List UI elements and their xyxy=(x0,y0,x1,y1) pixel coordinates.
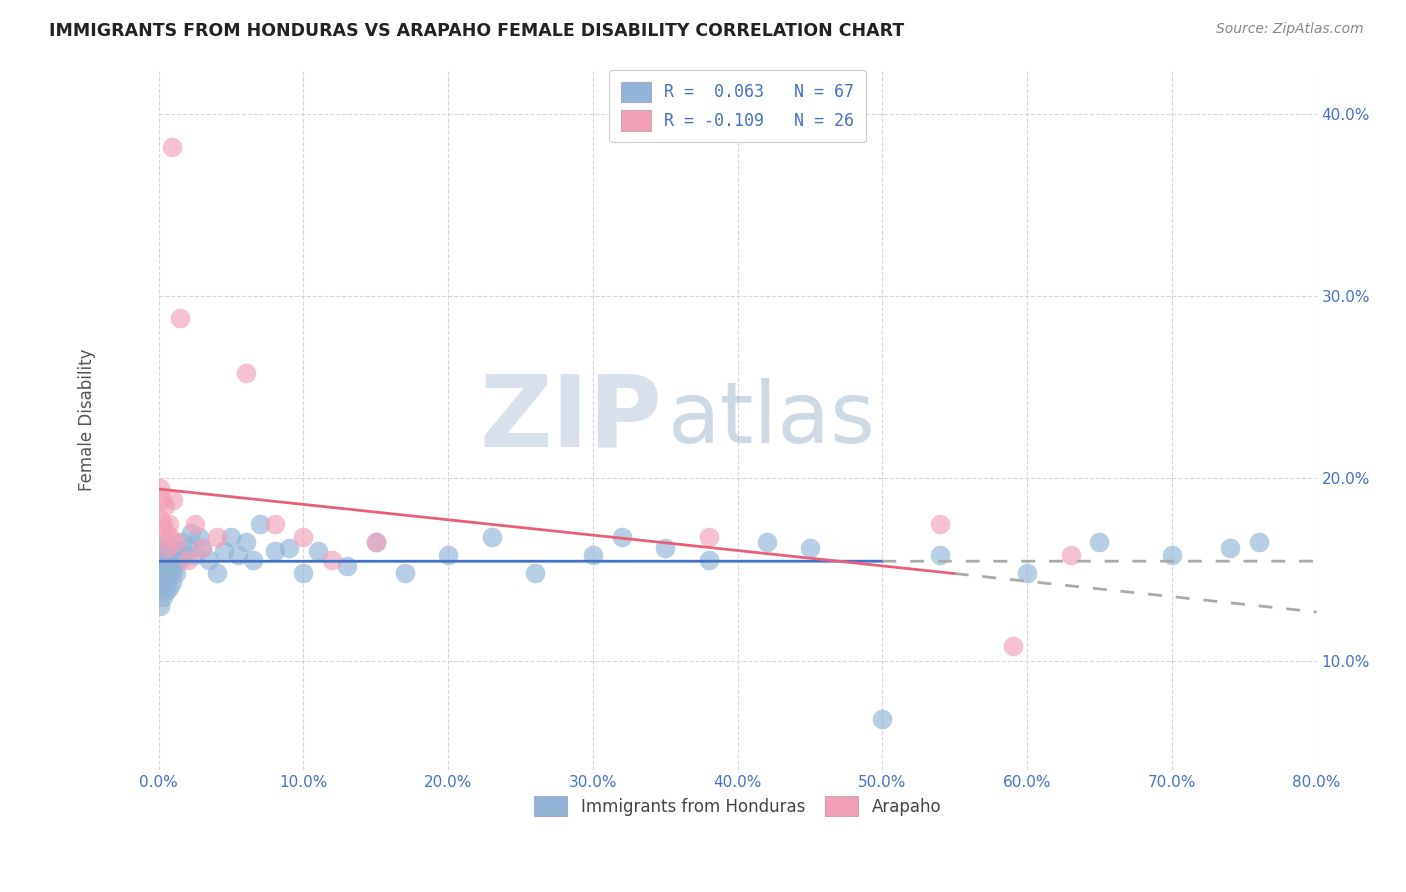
Point xyxy=(152,566,174,581)
Point xyxy=(157,516,180,531)
Point xyxy=(165,566,187,581)
Point xyxy=(184,548,207,562)
Point xyxy=(307,544,329,558)
Point xyxy=(205,566,228,581)
Point xyxy=(163,553,186,567)
Point xyxy=(159,530,181,544)
Point xyxy=(162,563,184,577)
Point xyxy=(159,548,181,562)
Point xyxy=(249,516,271,531)
Point xyxy=(278,541,301,555)
Point xyxy=(166,544,188,558)
Point xyxy=(1219,541,1241,555)
Point xyxy=(162,541,184,555)
Point xyxy=(156,572,179,586)
Point xyxy=(169,311,191,326)
Point xyxy=(394,566,416,581)
Point xyxy=(191,541,214,555)
Point xyxy=(263,516,285,531)
Point xyxy=(1247,535,1270,549)
Point xyxy=(184,516,207,531)
Point xyxy=(524,566,547,581)
Point xyxy=(177,541,200,555)
Text: ZIP: ZIP xyxy=(479,371,662,467)
Point xyxy=(157,541,180,555)
Point xyxy=(198,553,221,567)
Point xyxy=(156,553,179,567)
Point xyxy=(155,526,177,541)
Y-axis label: Female Disability: Female Disability xyxy=(79,348,96,491)
Point xyxy=(205,530,228,544)
Point xyxy=(219,530,242,544)
Point xyxy=(173,548,195,562)
Point xyxy=(1160,548,1182,562)
Point xyxy=(292,566,315,581)
Text: Source: ZipAtlas.com: Source: ZipAtlas.com xyxy=(1216,22,1364,37)
Point xyxy=(160,553,183,567)
Point xyxy=(149,511,172,525)
Point xyxy=(610,530,633,544)
Point xyxy=(582,548,605,562)
Point xyxy=(153,541,176,555)
Point xyxy=(697,530,720,544)
Point xyxy=(149,572,172,586)
Point xyxy=(654,541,676,555)
Point xyxy=(1088,535,1111,549)
Point xyxy=(321,553,343,567)
Point xyxy=(929,516,952,531)
Text: IMMIGRANTS FROM HONDURAS VS ARAPAHO FEMALE DISABILITY CORRELATION CHART: IMMIGRANTS FROM HONDURAS VS ARAPAHO FEMA… xyxy=(49,22,904,40)
Point xyxy=(155,535,177,549)
Point xyxy=(153,577,176,591)
Point xyxy=(1059,548,1081,562)
Point xyxy=(149,553,172,567)
Point xyxy=(263,544,285,558)
Point xyxy=(150,493,173,508)
Point xyxy=(152,590,174,604)
Point xyxy=(929,548,952,562)
Point xyxy=(336,558,359,573)
Point xyxy=(160,575,183,590)
Point xyxy=(1001,639,1024,653)
Point xyxy=(697,553,720,567)
Point xyxy=(481,530,503,544)
Point xyxy=(160,140,183,154)
Point xyxy=(364,535,387,549)
Point xyxy=(242,553,264,567)
Point xyxy=(152,548,174,562)
Point xyxy=(292,530,315,544)
Point xyxy=(191,541,214,555)
Point xyxy=(1017,566,1039,581)
Point xyxy=(872,712,894,726)
Text: atlas: atlas xyxy=(668,377,876,461)
Point xyxy=(156,541,179,555)
Point xyxy=(235,366,257,380)
Point xyxy=(155,563,177,577)
Point xyxy=(364,535,387,549)
Point xyxy=(155,584,177,599)
Point xyxy=(170,535,193,549)
Point xyxy=(150,544,173,558)
Point xyxy=(235,535,257,549)
Point xyxy=(157,558,180,573)
Point xyxy=(159,566,181,581)
Point xyxy=(180,526,202,541)
Point xyxy=(150,581,173,595)
Point xyxy=(150,563,173,577)
Point xyxy=(212,544,235,558)
Point xyxy=(169,553,191,567)
Point xyxy=(149,481,172,495)
Point xyxy=(149,599,172,613)
Legend: Immigrants from Honduras, Arapaho: Immigrants from Honduras, Arapaho xyxy=(526,788,949,825)
Point xyxy=(188,530,211,544)
Point xyxy=(157,581,180,595)
Point xyxy=(799,541,821,555)
Point xyxy=(228,548,250,562)
Point xyxy=(153,499,176,513)
Point xyxy=(162,493,184,508)
Point xyxy=(437,548,460,562)
Point xyxy=(165,535,187,549)
Point xyxy=(177,553,200,567)
Point xyxy=(152,516,174,531)
Point xyxy=(755,535,778,549)
